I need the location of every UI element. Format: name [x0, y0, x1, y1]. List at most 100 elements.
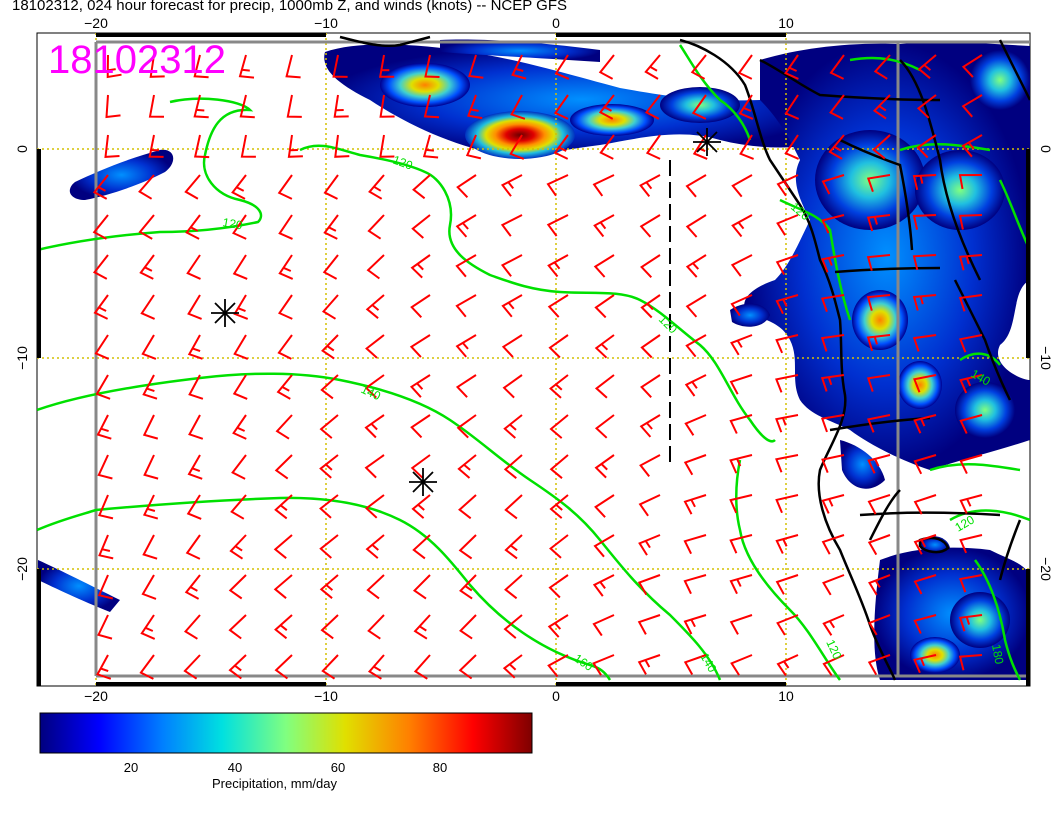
wind-barb [821, 214, 845, 234]
wind-barb [776, 214, 799, 236]
wind-barb-flag [144, 266, 153, 272]
wind-barb [379, 94, 395, 118]
wind-barb-flag [236, 186, 245, 192]
wind-barb [183, 614, 201, 640]
wind-barb [277, 334, 293, 360]
wind-barb [138, 174, 155, 200]
wind-barb-flag [649, 65, 658, 72]
wind-barb [193, 54, 209, 79]
wind-barb-flag [737, 221, 745, 230]
wind-barb-flag [107, 68, 116, 72]
wind-barb [424, 54, 440, 78]
wind-barb-flag [279, 504, 288, 511]
wind-barb [232, 414, 247, 440]
wind-barb [334, 134, 350, 158]
wind-barb-flag [371, 304, 380, 311]
wind-barb-flag [370, 423, 378, 431]
wind-barb [410, 454, 431, 479]
wind-barb [820, 334, 845, 352]
wind-barb [913, 494, 937, 515]
wind-barb [594, 494, 615, 518]
wind-barb-flag [697, 147, 706, 153]
wind-barb [775, 374, 799, 393]
wind-barb [413, 614, 431, 640]
wind-barb-flag [967, 142, 975, 150]
wind-barb [775, 494, 799, 514]
wind-barb [411, 494, 431, 519]
wind-barb [239, 94, 255, 119]
wind-barb [913, 614, 937, 634]
wind-barb [546, 214, 569, 237]
wind-barb-flag [920, 418, 926, 427]
wind-barb [187, 294, 202, 320]
wind-barb [500, 174, 523, 197]
wind-barb [287, 134, 303, 158]
wind-barb [913, 534, 937, 555]
wind-barb [821, 534, 845, 555]
wind-barb-flag [417, 504, 425, 511]
wind-barb-flag [920, 657, 925, 667]
wind-barb [500, 214, 523, 237]
x-tick-label: −10 [314, 688, 338, 704]
x-tick-label: 10 [778, 688, 794, 704]
wind-barb [730, 254, 753, 277]
wind-barb-flag [782, 298, 788, 307]
axis-bars [37, 33, 1030, 686]
wind-barb [784, 54, 799, 80]
domain-box [94, 40, 1030, 678]
wind-barb [913, 414, 937, 434]
wind-barb [685, 254, 707, 278]
wind-barb [645, 134, 661, 160]
wind-barb [961, 94, 983, 118]
wind-barb [364, 494, 385, 519]
wind-barb [639, 174, 661, 198]
wind-barb-flag [416, 382, 424, 390]
wind-barb-flag [781, 417, 787, 426]
wind-barb-flag [236, 426, 246, 432]
wind-barb [958, 214, 983, 230]
wind-barb-flag [783, 660, 790, 669]
contour-label: 120 [391, 153, 415, 173]
wind-barb [546, 174, 569, 197]
wind-barb [455, 214, 477, 238]
wind-barb [637, 614, 661, 635]
wind-barb-flag [604, 106, 612, 112]
wind-barb-flag [599, 221, 607, 230]
wind-barb-flag [783, 180, 790, 189]
wind-barb [98, 494, 114, 520]
wind-barb [912, 214, 937, 230]
wind-barb [685, 174, 707, 198]
wind-barb-flag [509, 663, 517, 671]
wind-barb [731, 214, 753, 238]
wind-barb [274, 654, 293, 680]
x-axis-bottom: −20 −10 0 10 [84, 688, 794, 704]
wind-barb [193, 134, 210, 159]
wind-barb [912, 254, 937, 271]
wind-barb [365, 334, 385, 359]
wind-barb-flag [966, 378, 972, 387]
wind-barb [285, 54, 301, 79]
colorbar-ticks: 20 40 60 80 [124, 760, 447, 775]
wind-barb [277, 294, 293, 320]
wind-barb-flag [644, 540, 651, 549]
wind-barb-flag [690, 499, 696, 508]
wind-barb [866, 174, 891, 193]
wind-barb-flag [371, 544, 379, 551]
wind-barb [913, 454, 937, 475]
wind-barb-flag [328, 226, 337, 232]
wind-barb [549, 534, 569, 559]
wind-barb [775, 534, 799, 554]
wind-barb [319, 534, 339, 559]
y-tick-label: 0 [14, 145, 30, 153]
wind-barb-flag [425, 148, 434, 152]
x-axis-top: −20 −10 0 10 [84, 15, 794, 31]
wind-barb [683, 614, 707, 635]
wind-barb [138, 214, 155, 240]
wind-barb-flag [828, 620, 836, 629]
wind-barb [729, 494, 753, 514]
wind-barb [231, 214, 247, 240]
wind-barb [683, 454, 707, 476]
wind-barb-flag [600, 343, 609, 351]
wind-barb-flag [558, 146, 567, 152]
wind-barb [916, 94, 937, 119]
